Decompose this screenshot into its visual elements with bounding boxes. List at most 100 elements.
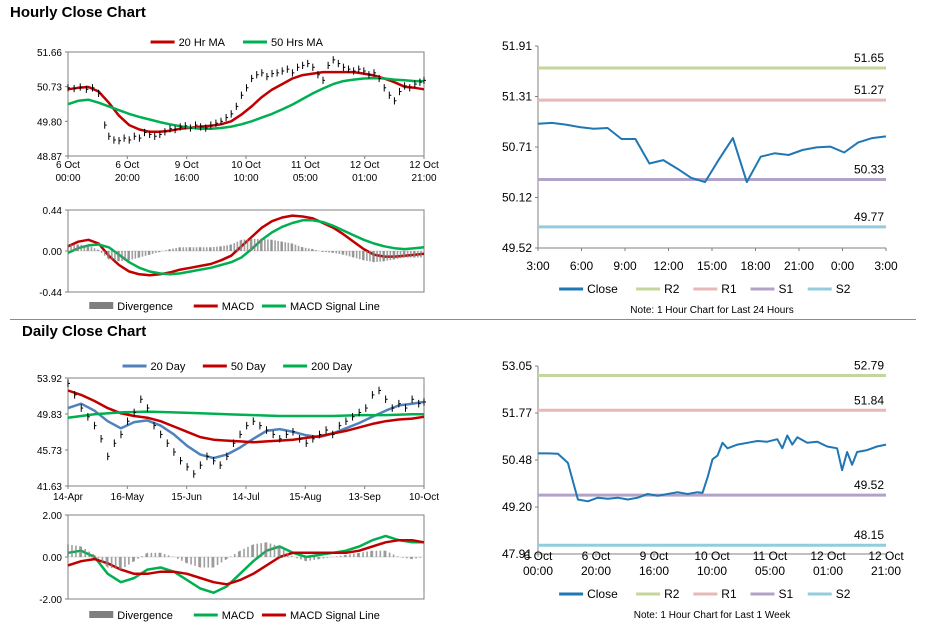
y-tick-label: 0.00: [43, 247, 63, 258]
divergence-bar: [175, 248, 177, 251]
divergence-bar: [383, 550, 386, 557]
divergence-bar: [284, 242, 287, 251]
legend-label-divergence: Divergence: [117, 610, 173, 622]
hourly-24h-chart: 51.91 51.31 50.71 50.12 49.52 3:00 6:00 9:00 12:…: [502, 39, 898, 316]
divergence-bar: [146, 552, 149, 557]
divergence-bar: [87, 245, 90, 251]
series-line-50-hrs-ma: [67, 76, 424, 131]
divergence-bar: [224, 557, 227, 560]
x-tick-label: 6 Oct: [115, 160, 139, 171]
divergence-bar: [382, 251, 384, 262]
divergence-bar: [310, 248, 313, 251]
divergence-bar: [322, 251, 324, 252]
divergence-bar: [106, 251, 109, 259]
y-tick-label: 0.00: [43, 553, 63, 564]
x-tick-label: 13-Sep: [349, 492, 382, 503]
divergence-bar: [97, 250, 100, 251]
divergence-bar: [108, 251, 110, 260]
divergence-bar: [363, 251, 365, 261]
divergence-bar: [355, 251, 358, 259]
divergence-bar: [179, 247, 182, 251]
divergence-bar: [249, 238, 252, 251]
divergence-bar: [267, 239, 269, 251]
divergence-bar: [386, 251, 389, 261]
divergence-bar: [223, 245, 225, 251]
divergence-bar: [77, 244, 80, 251]
level-label-s2: 48.15: [854, 528, 884, 542]
divergence-bar: [172, 248, 174, 251]
divergence-bar: [159, 552, 162, 557]
divergence-bar: [121, 251, 123, 261]
divergence-bar: [168, 249, 170, 251]
legend-label-s1: S1: [779, 282, 794, 296]
divergence-bar: [372, 251, 374, 262]
divergence-bar: [138, 251, 141, 258]
divergence-bar: [419, 557, 421, 558]
divergence-bar: [212, 557, 215, 568]
series-line-50-day: [67, 389, 425, 444]
divergence-bar: [300, 557, 302, 560]
y-tick-label: 51.77: [502, 406, 532, 420]
divergence-bar: [278, 546, 281, 557]
plot-frame: [67, 51, 425, 157]
divergence-bar: [230, 244, 233, 251]
divergence-bar: [399, 251, 402, 259]
divergence-bar: [124, 557, 126, 568]
divergence-bar: [369, 251, 371, 262]
divergence-bar: [239, 550, 241, 557]
y-tick-label: 51.66: [37, 48, 62, 59]
divergence-bar: [402, 557, 404, 558]
divergence-bar: [335, 251, 338, 254]
section-divider: [10, 319, 916, 320]
y-tick-label: 49.20: [502, 500, 532, 514]
divergence-bar: [158, 552, 161, 557]
legend-label-s1: S1: [779, 587, 794, 601]
x-tick-label: 11 Oct: [291, 160, 320, 171]
y-tick-label: 50.48: [502, 453, 532, 467]
level-label-r2: 51.65: [854, 51, 884, 65]
divergence-bar: [202, 247, 205, 251]
divergence-bar: [384, 550, 387, 557]
y-tick-label: 53.92: [37, 374, 62, 385]
divergence-bar: [208, 247, 211, 251]
divergence-bar: [73, 244, 75, 251]
divergence-bar: [70, 244, 72, 251]
divergence-bar: [233, 554, 236, 557]
divergence-bar: [86, 245, 89, 251]
divergence-bar: [236, 241, 239, 251]
divergence-bar: [128, 251, 131, 261]
series-line-macd: [67, 534, 424, 594]
x-tick-label: 3:00: [526, 259, 550, 273]
divergence-bar: [117, 251, 119, 262]
series-line-close: [538, 434, 887, 503]
legend-label-divergence: Divergence: [117, 301, 173, 313]
divergence-bar: [294, 244, 297, 251]
legend-label-r2: R2: [664, 282, 680, 296]
legend-swatch-divergence: [89, 302, 114, 309]
series-line-macd: [67, 214, 425, 277]
legend-label-r1: R1: [721, 587, 737, 601]
x-tick-label: 10-Oct: [409, 492, 439, 503]
level-label-s2: 49.77: [854, 210, 884, 224]
divergence-bar: [93, 554, 96, 557]
divergence-bar: [106, 557, 109, 568]
divergence-bar: [243, 239, 246, 251]
divergence-bar: [264, 542, 266, 557]
divergence-bar: [277, 240, 279, 251]
divergence-bar: [259, 238, 262, 251]
divergence-bar: [127, 251, 129, 261]
y-tick-label: 51.91: [502, 39, 532, 53]
divergence-bar: [402, 251, 405, 258]
x-tick-label: 01:00: [352, 173, 377, 184]
divergence-bar: [415, 557, 417, 559]
divergence-bar: [147, 251, 150, 256]
x-tick-label: 10:00: [233, 173, 258, 184]
divergence-bar: [247, 546, 249, 557]
divergence-bar: [192, 247, 195, 251]
x-tick-label: 0:00: [831, 259, 855, 273]
legend-label-s2: S2: [836, 282, 851, 296]
divergence-bar: [264, 239, 266, 251]
divergence-bar: [243, 548, 245, 557]
divergence-bar: [383, 251, 386, 262]
x-tick-label: 12 Oct: [409, 160, 439, 171]
